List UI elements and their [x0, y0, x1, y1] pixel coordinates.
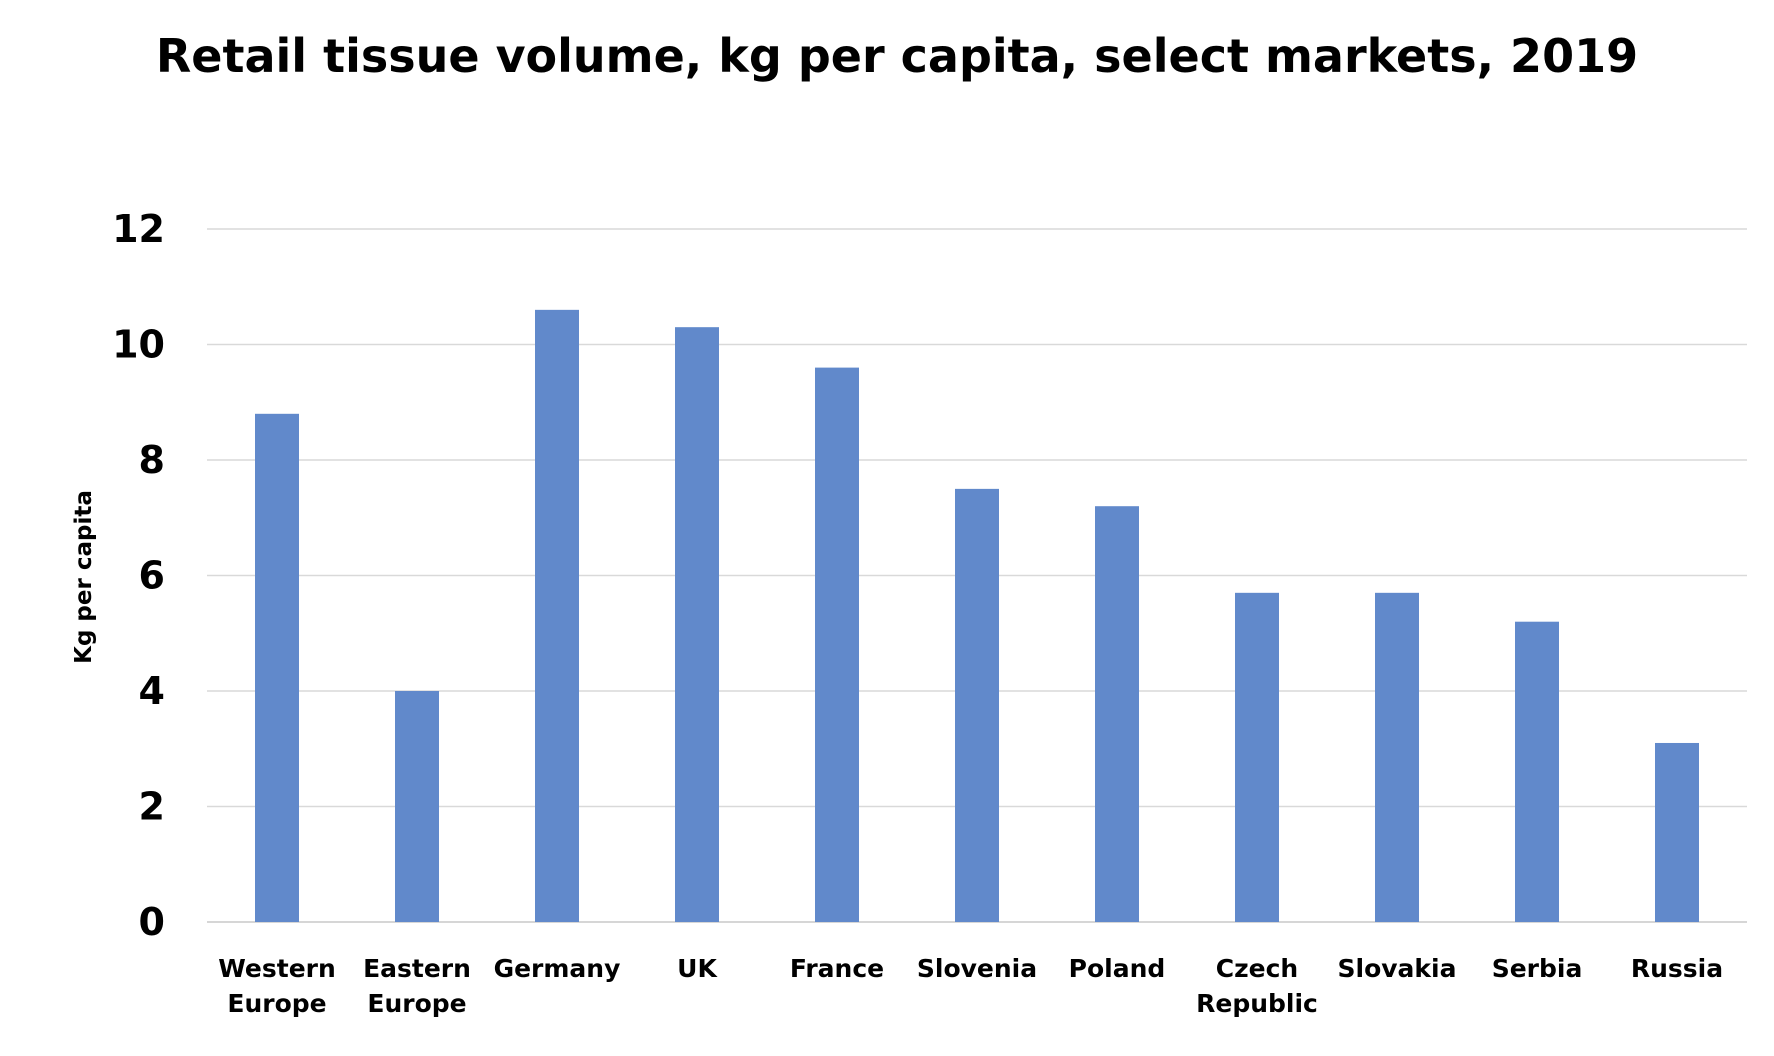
x-tick-label-line: Eastern — [363, 954, 471, 983]
y-tick-label: 10 — [112, 323, 165, 367]
x-tick-label-line: Republic — [1196, 989, 1318, 1018]
x-tick-label-line: Europe — [367, 989, 466, 1018]
bar — [1235, 592, 1279, 922]
y-axis-label: Kg per capita — [71, 490, 97, 664]
x-tick-label: France — [790, 954, 884, 983]
x-tick-label-line: UK — [677, 954, 718, 983]
y-tick-label: 2 — [139, 785, 165, 829]
x-tick-label-line: Western — [218, 954, 336, 983]
x-tick-label-line: Europe — [227, 989, 326, 1018]
y-tick-label: 6 — [139, 554, 165, 598]
x-tick-label-line: Poland — [1069, 954, 1166, 983]
bar — [1515, 621, 1559, 922]
x-tick-label: Eastern Europe — [363, 954, 471, 1018]
y-axis-ticks: 0 2 4 6 8 10 12 — [112, 207, 165, 944]
x-tick-label: Russia — [1631, 954, 1723, 983]
bar — [395, 691, 439, 922]
bar — [1095, 506, 1139, 922]
bar — [1655, 742, 1699, 922]
x-tick-label: Slovenia — [917, 954, 1037, 983]
bars — [255, 309, 1699, 923]
x-tick-label: Czech Republic — [1196, 954, 1318, 1018]
x-tick-label-line: Serbia — [1492, 954, 1583, 983]
y-tick-label: 8 — [139, 438, 165, 482]
bar — [1375, 592, 1419, 922]
x-tick-label: Slovakia — [1338, 954, 1457, 983]
bar — [535, 309, 579, 923]
x-tick-label-line: Czech — [1216, 954, 1298, 983]
x-tick-label-line: Slovenia — [917, 954, 1037, 983]
x-tick-label: Western Europe — [218, 954, 336, 1018]
x-tick-label: Germany — [494, 954, 621, 983]
x-tick-label-line: Germany — [494, 954, 621, 983]
x-tick-label: Poland — [1069, 954, 1166, 983]
bar — [815, 367, 859, 923]
x-tick-label: Serbia — [1492, 954, 1583, 983]
x-tick-label-line: Slovakia — [1338, 954, 1457, 983]
bar — [255, 413, 299, 922]
y-tick-label: 0 — [139, 900, 165, 944]
bar — [675, 327, 719, 922]
x-tick-label-line: Russia — [1631, 954, 1723, 983]
x-tick-label-line: France — [790, 954, 884, 983]
chart-title: Retail tissue volume, kg per capita, sel… — [156, 29, 1638, 83]
bar — [955, 488, 999, 922]
x-tick-label: UK — [677, 954, 718, 983]
y-tick-label: 12 — [112, 207, 165, 251]
x-axis-ticks: Western Europe Eastern Europe Germany UK Franc… — [218, 954, 1723, 1018]
y-tick-label: 4 — [139, 669, 165, 713]
